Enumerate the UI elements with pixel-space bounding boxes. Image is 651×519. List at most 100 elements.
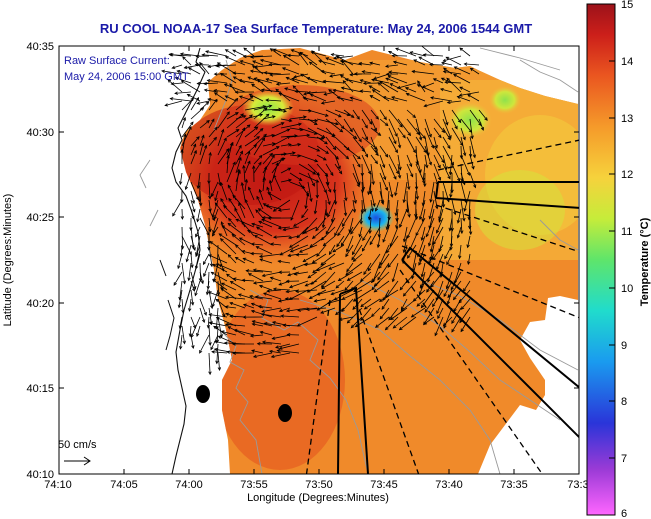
current-vector — [386, 235, 399, 253]
station-marker-east — [278, 404, 292, 422]
current-vector — [260, 331, 273, 336]
current-vector — [286, 77, 300, 84]
current-vector-head — [187, 277, 191, 282]
current-vector — [370, 145, 379, 156]
current-vector — [282, 67, 300, 75]
current-vector-head — [427, 278, 431, 283]
current-vector — [361, 190, 366, 212]
current-vector-head — [358, 233, 362, 238]
current-vector-head — [281, 67, 286, 71]
current-vector-head — [448, 135, 452, 139]
current-vector-head — [382, 238, 386, 243]
current-vector — [208, 208, 215, 221]
current-vector-head — [180, 216, 185, 220]
current-vector — [318, 60, 336, 66]
current-vector-head — [277, 226, 282, 230]
current-vector — [232, 195, 246, 210]
current-vector-head — [480, 127, 484, 131]
current-vector — [264, 322, 282, 327]
current-vector-head — [266, 186, 270, 191]
current-vector-head — [286, 128, 291, 132]
current-vector — [303, 253, 318, 262]
current-vector-head — [468, 231, 473, 236]
current-vector — [289, 172, 302, 181]
current-vector — [415, 154, 422, 173]
current-vector — [321, 100, 336, 104]
current-vector-head — [263, 107, 268, 111]
current-vector-head — [353, 200, 357, 204]
current-vector-head — [316, 292, 321, 296]
current-vector — [243, 304, 255, 309]
current-vector-head — [287, 253, 292, 258]
current-vector-head — [459, 47, 463, 52]
current-vector — [314, 298, 327, 302]
current-vector-head — [422, 53, 427, 57]
current-vector — [306, 77, 327, 84]
current-vector — [181, 226, 183, 249]
current-vector-head — [263, 71, 268, 75]
current-vector — [434, 316, 444, 336]
current-vector — [388, 154, 399, 174]
current-vector-head — [251, 349, 255, 353]
current-vector — [451, 316, 462, 333]
current-vector-head — [277, 259, 282, 264]
current-vector — [429, 64, 444, 66]
current-vector-head — [316, 268, 320, 272]
current-vector-head — [242, 164, 246, 169]
current-vector — [208, 307, 212, 325]
current-vector-head — [390, 316, 394, 320]
current-vector — [298, 181, 310, 197]
current-vector — [316, 136, 328, 145]
current-vector-head — [342, 80, 347, 84]
x-tick-label: 73:3 — [567, 479, 588, 491]
current-vector — [443, 280, 453, 297]
current-vector — [255, 296, 273, 300]
current-vector — [385, 64, 399, 67]
current-vector — [415, 181, 418, 200]
current-vector-head — [256, 195, 260, 200]
current-vector-head — [434, 332, 438, 337]
current-vector-head — [211, 193, 215, 198]
current-vector — [286, 307, 309, 312]
current-vector — [442, 118, 452, 139]
current-vector-head — [441, 61, 445, 66]
current-vector — [253, 128, 264, 138]
current-vector-head — [285, 289, 290, 294]
current-vector — [226, 98, 238, 111]
current-vector-head — [223, 137, 227, 142]
current-vector — [214, 90, 228, 93]
current-vector-head — [437, 164, 441, 169]
current-vector — [175, 77, 192, 84]
current-vector — [345, 78, 363, 84]
current-vector — [360, 90, 372, 93]
current-vector-head — [327, 201, 331, 206]
current-vector — [460, 127, 466, 140]
current-vector-head — [441, 204, 446, 208]
current-vector-head — [423, 104, 428, 108]
current-vector — [209, 241, 228, 255]
current-vector-head — [213, 136, 217, 141]
current-vector-head — [300, 73, 304, 77]
current-vector-head — [173, 282, 177, 286]
current-vector — [344, 280, 354, 291]
current-vector-head — [364, 136, 368, 141]
current-vector — [422, 190, 426, 206]
current-vector — [390, 83, 408, 93]
current-vector — [212, 217, 219, 234]
current-vector-head — [189, 227, 193, 232]
current-vector — [265, 205, 282, 210]
current-vector-head — [172, 212, 176, 217]
current-vector — [196, 325, 201, 337]
current-vector — [217, 253, 224, 272]
current-vector — [361, 199, 363, 214]
current-vector — [273, 235, 291, 238]
current-vector — [261, 218, 282, 228]
current-vector — [273, 288, 291, 291]
current-vector-head — [193, 143, 197, 148]
current-vector-head — [429, 248, 434, 253]
current-vector — [433, 78, 444, 84]
current-vector-head — [195, 233, 199, 238]
current-vector — [415, 145, 418, 165]
current-vector-head — [231, 233, 236, 238]
current-vector-head — [332, 189, 337, 194]
